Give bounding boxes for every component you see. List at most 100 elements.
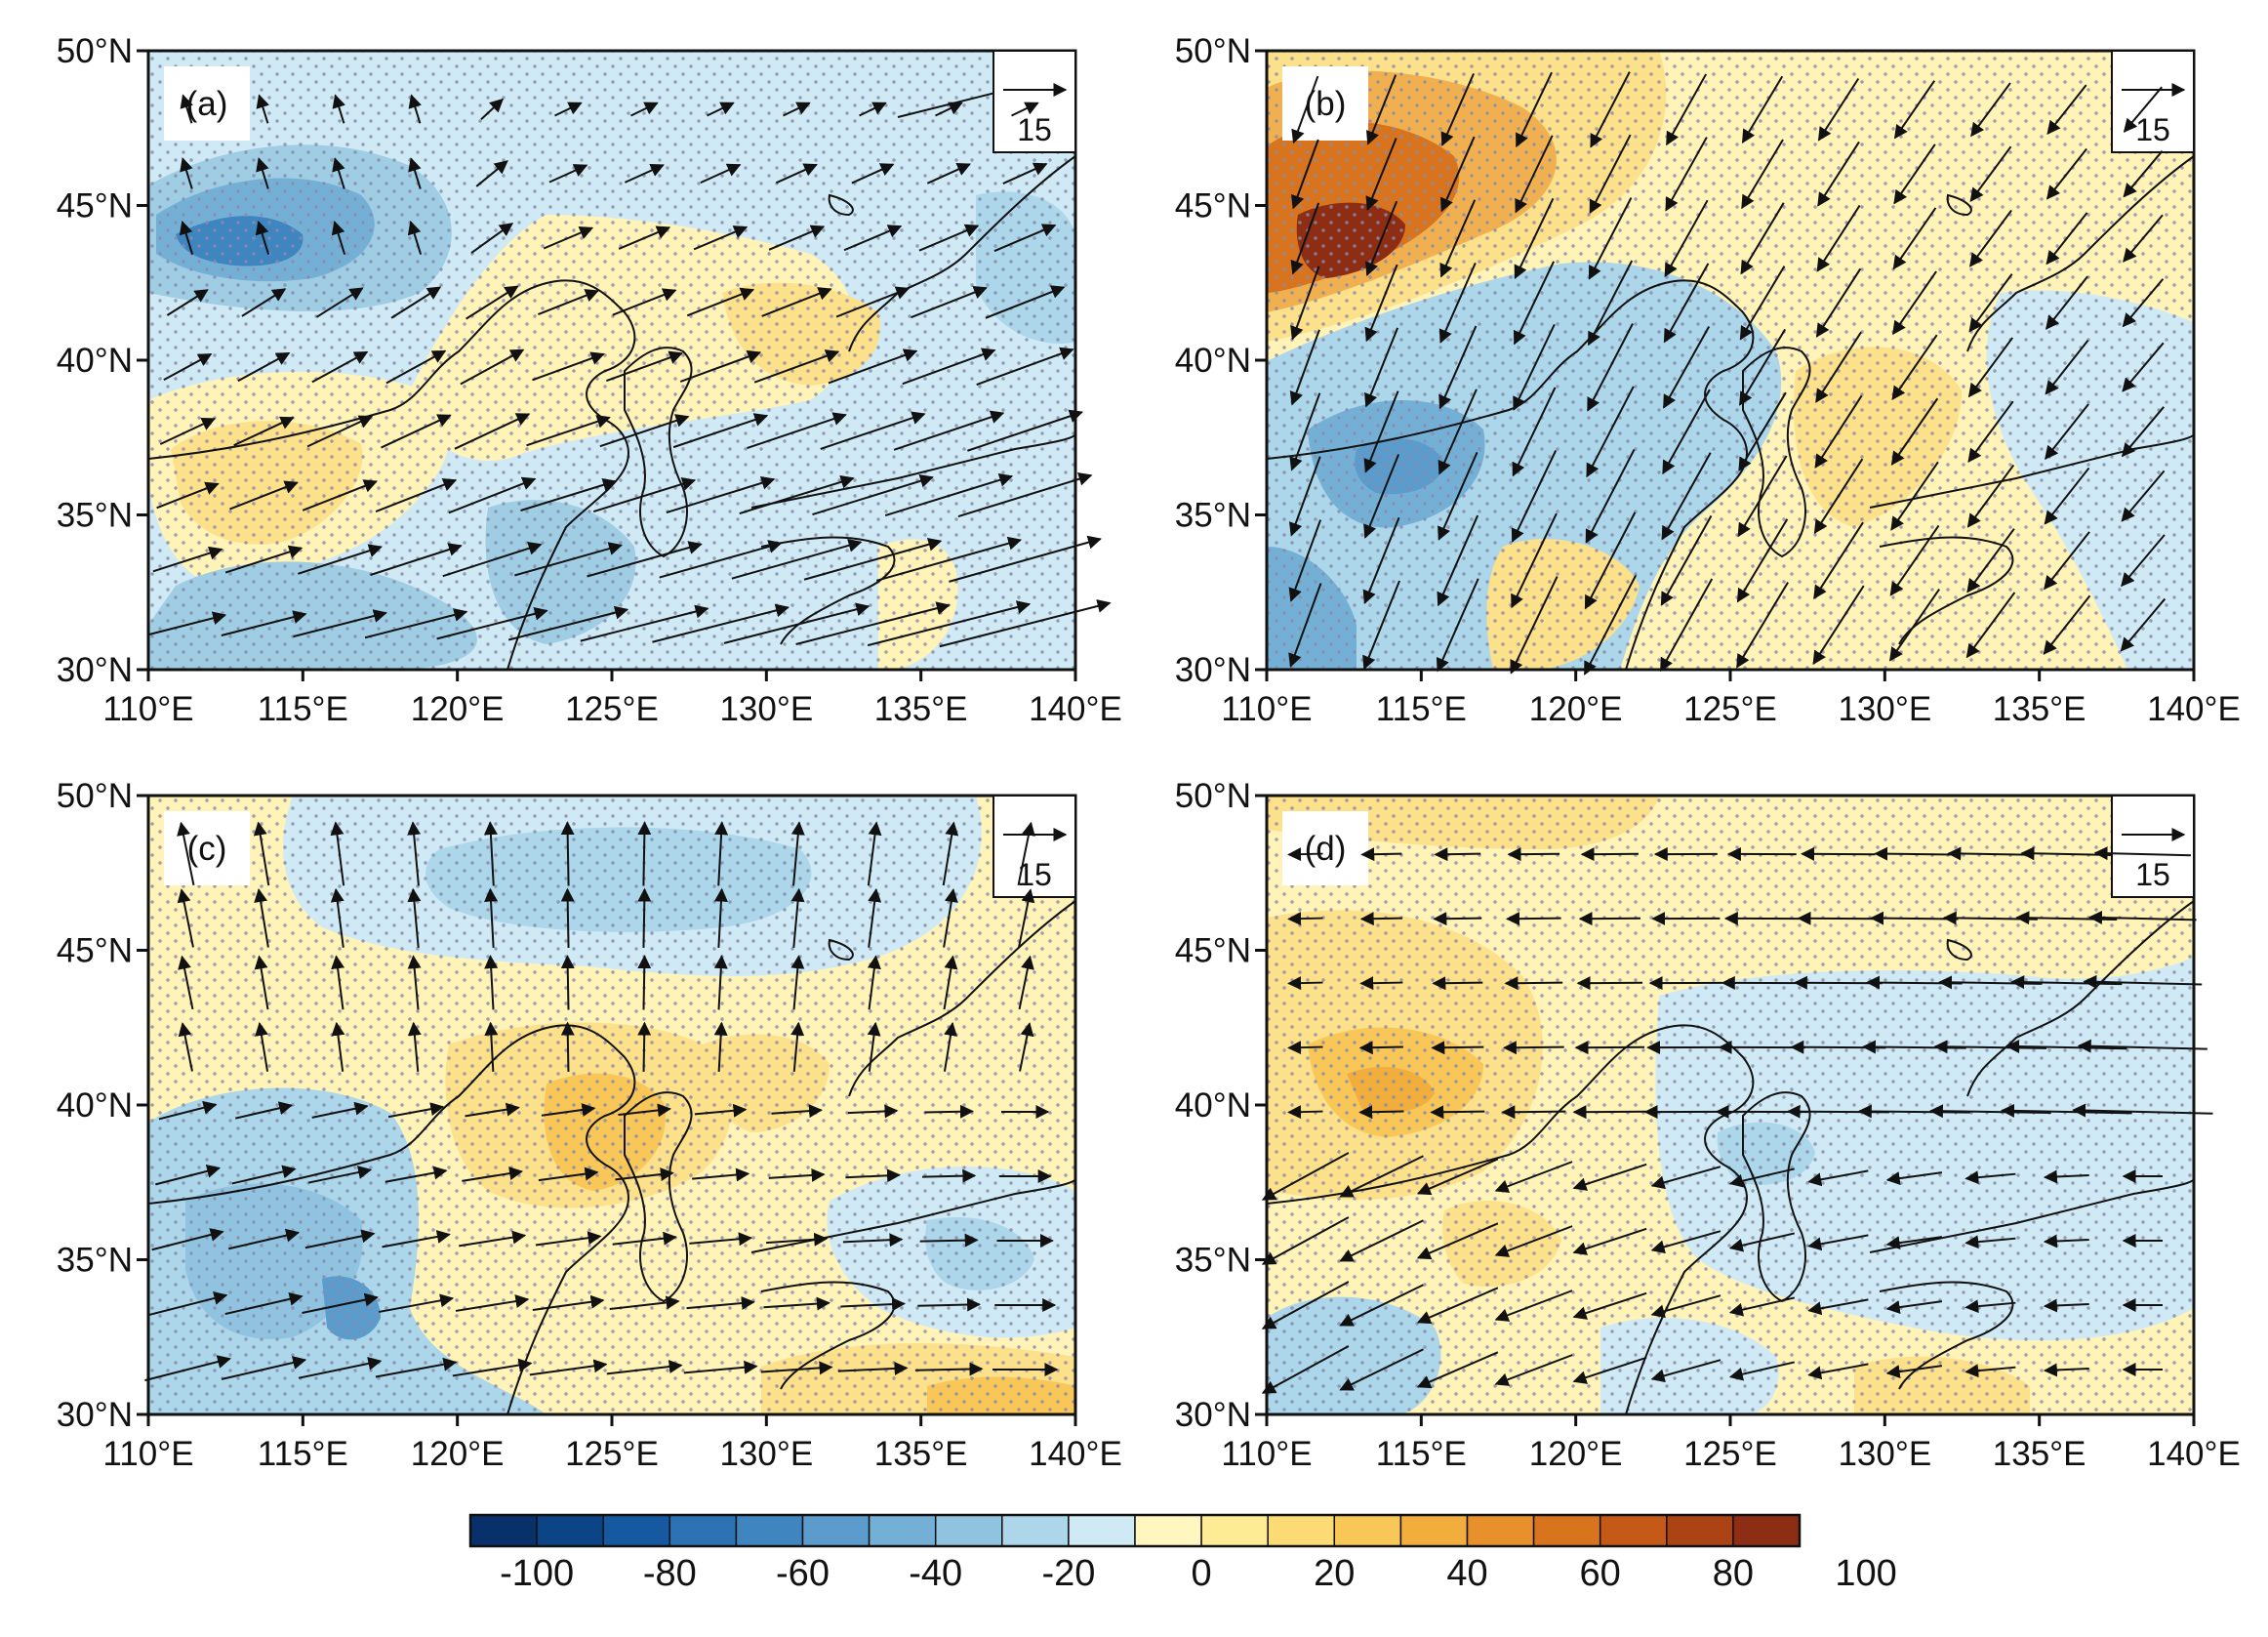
lat-tick-label: 45°N — [1175, 932, 1251, 970]
wind-vector — [768, 1167, 826, 1182]
panel-a-field — [148, 51, 1075, 670]
wind-vector — [237, 351, 291, 383]
wind-vector — [2043, 1169, 2089, 1184]
wind-vector — [1892, 270, 1937, 336]
wind-vector — [1261, 1345, 1350, 1394]
colorbar-label: 40 — [1446, 1553, 1487, 1594]
wind-vector — [768, 225, 826, 251]
wind-vector — [1590, 71, 1631, 148]
wind-vector — [1440, 136, 1476, 213]
lon-tick-label: 120°E — [1529, 690, 1623, 728]
colorbar-swatch — [668, 1514, 738, 1547]
wind-vector — [1812, 585, 1865, 666]
wind-vector — [1967, 337, 2014, 398]
wind-vector — [2123, 214, 2164, 263]
wind-vector — [580, 604, 709, 642]
wind-vector — [1857, 1104, 1970, 1119]
wind-vector — [148, 611, 227, 635]
colorbar-label: 60 — [1580, 1553, 1621, 1594]
wind-vector — [1587, 323, 1634, 412]
wind-vector — [1736, 518, 1789, 603]
wind-vector — [298, 1357, 383, 1379]
wind-vector — [462, 1166, 524, 1182]
wind-vector — [967, 409, 1083, 452]
wind-vector — [177, 821, 195, 886]
wind-vector — [308, 1166, 373, 1184]
wind-vector — [560, 1021, 575, 1073]
wind-vector — [2121, 470, 2166, 522]
wind-vector — [1494, 1225, 1573, 1257]
wind-vector — [606, 350, 683, 383]
wind-vector — [1885, 1365, 1943, 1379]
lat-tick-label: 40°N — [1175, 342, 1251, 380]
colorbar-swatch — [801, 1514, 871, 1547]
wind-vector — [1933, 1040, 2047, 1054]
wind-vector — [370, 543, 463, 576]
wind-vector — [1967, 400, 2014, 463]
wind-vector — [1513, 261, 1556, 346]
wind-vector — [454, 413, 531, 450]
wind-vector — [812, 473, 934, 515]
wind-vector — [922, 1168, 977, 1183]
wind-vector — [315, 287, 364, 318]
wind-vector — [723, 602, 871, 644]
wind-vector — [803, 537, 943, 581]
colorbar-swatch — [1399, 1514, 1469, 1547]
wind-vector — [224, 545, 304, 574]
wind-vector — [686, 1296, 755, 1310]
lat-tick-label: 40°N — [57, 342, 133, 380]
wind-vector — [2120, 597, 2167, 652]
wind-vector — [1287, 912, 1323, 926]
wind-vector — [177, 888, 194, 948]
colorbar-label: -60 — [776, 1553, 830, 1594]
panel-c-coastline — [148, 900, 1075, 1414]
wind-vector — [914, 1362, 984, 1376]
wind-vector — [1360, 847, 1402, 862]
wind-vector — [475, 160, 508, 187]
wind-vector — [381, 414, 452, 449]
wind-vector — [1662, 389, 1711, 475]
wind-vector — [2093, 846, 2192, 861]
wind-vector — [532, 1294, 605, 1311]
wind-vector — [379, 1293, 455, 1313]
wind-vector — [2121, 406, 2165, 458]
wind-vector — [560, 821, 575, 886]
lon-tick-label: 110°E — [102, 1435, 193, 1473]
wind-vector — [1585, 448, 1636, 544]
lon-tick-label: 120°E — [1529, 1435, 1623, 1473]
wind-vector — [753, 349, 840, 384]
wind-vector — [637, 955, 652, 1010]
lon-tick-label: 140°E — [2147, 690, 2241, 728]
colorbar-label: -20 — [1041, 1553, 1095, 1594]
wind-vector — [1018, 888, 1035, 948]
wind-vector — [637, 887, 652, 949]
lon-tick-label: 110°E — [1221, 1435, 1312, 1473]
wind-vector — [1890, 461, 1939, 531]
lat-tick-label: 45°N — [57, 187, 133, 225]
wind-vector — [1287, 847, 1323, 862]
wind-vector — [624, 163, 665, 184]
wind-vector — [976, 347, 1074, 386]
wind-vector — [159, 418, 217, 445]
wind-vector — [1586, 386, 1635, 478]
wind-vector — [1964, 1235, 2016, 1249]
wind-vector — [390, 286, 442, 319]
wind-vector — [2043, 1298, 2089, 1313]
wind-vector — [375, 477, 458, 513]
wind-vector — [1650, 1359, 1721, 1383]
lat-tick-label: 30°N — [57, 651, 133, 689]
wind-vector — [1650, 1230, 1721, 1254]
wind-vector — [408, 94, 422, 124]
wind-vector — [554, 102, 583, 117]
wind-vector — [452, 1358, 533, 1377]
wind-vector — [686, 287, 755, 317]
colorbar-frame — [468, 1513, 1802, 1548]
wind-vector — [1288, 519, 1322, 602]
wind-vector — [1816, 204, 1861, 272]
lat-tick-label: 45°N — [57, 932, 133, 970]
lon-tick-label: 110°E — [102, 690, 193, 728]
wind-vector — [448, 476, 537, 514]
wind-vector — [790, 1021, 805, 1072]
wind-vector — [407, 821, 422, 886]
